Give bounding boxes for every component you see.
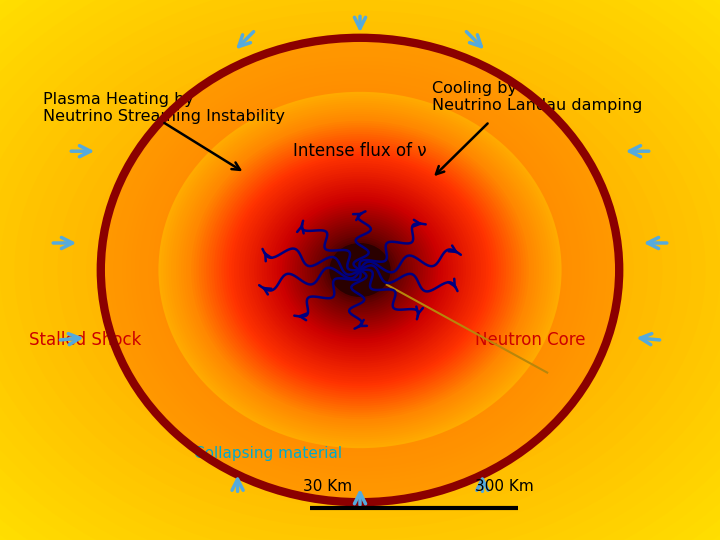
- Ellipse shape: [209, 136, 511, 404]
- Ellipse shape: [101, 76, 619, 464]
- Ellipse shape: [347, 259, 373, 281]
- Ellipse shape: [232, 157, 488, 383]
- Ellipse shape: [282, 200, 438, 340]
- Ellipse shape: [148, 80, 572, 460]
- Ellipse shape: [222, 147, 498, 393]
- Ellipse shape: [29, 22, 691, 518]
- Ellipse shape: [300, 216, 420, 324]
- Ellipse shape: [317, 238, 403, 302]
- Text: Collapsing material: Collapsing material: [194, 446, 343, 461]
- Ellipse shape: [308, 224, 412, 316]
- Ellipse shape: [248, 170, 472, 370]
- Ellipse shape: [317, 231, 403, 309]
- Ellipse shape: [278, 197, 442, 343]
- Ellipse shape: [329, 243, 391, 297]
- Ellipse shape: [86, 65, 634, 475]
- Ellipse shape: [288, 216, 432, 324]
- Ellipse shape: [179, 107, 541, 433]
- Ellipse shape: [216, 143, 504, 397]
- Ellipse shape: [127, 61, 593, 479]
- Ellipse shape: [187, 140, 533, 400]
- Text: 30 Km: 30 Km: [303, 479, 352, 494]
- Ellipse shape: [115, 86, 605, 454]
- Ellipse shape: [135, 69, 585, 471]
- Ellipse shape: [302, 227, 418, 313]
- Ellipse shape: [189, 118, 531, 422]
- Ellipse shape: [144, 108, 576, 432]
- Ellipse shape: [256, 177, 464, 363]
- Ellipse shape: [144, 77, 576, 463]
- Ellipse shape: [249, 172, 471, 368]
- Ellipse shape: [358, 268, 362, 272]
- Ellipse shape: [101, 38, 619, 502]
- Ellipse shape: [259, 181, 461, 359]
- Ellipse shape: [184, 114, 536, 426]
- Text: Intense flux of ν: Intense flux of ν: [293, 142, 427, 160]
- Ellipse shape: [235, 158, 485, 382]
- Ellipse shape: [176, 107, 544, 433]
- Ellipse shape: [168, 100, 552, 440]
- Text: 300 Km: 300 Km: [474, 479, 534, 494]
- Ellipse shape: [287, 204, 433, 336]
- Ellipse shape: [244, 167, 476, 373]
- Ellipse shape: [334, 247, 386, 293]
- Ellipse shape: [264, 185, 456, 355]
- Ellipse shape: [279, 199, 441, 341]
- Ellipse shape: [312, 228, 408, 312]
- Ellipse shape: [157, 88, 563, 452]
- Ellipse shape: [325, 239, 395, 301]
- Ellipse shape: [259, 194, 461, 346]
- Ellipse shape: [291, 208, 429, 332]
- Ellipse shape: [130, 97, 590, 443]
- Ellipse shape: [356, 266, 364, 274]
- Ellipse shape: [170, 100, 550, 440]
- Ellipse shape: [302, 219, 418, 321]
- Ellipse shape: [325, 239, 395, 301]
- Ellipse shape: [323, 237, 397, 303]
- Ellipse shape: [230, 154, 490, 386]
- Ellipse shape: [192, 119, 528, 421]
- Ellipse shape: [340, 252, 380, 288]
- Ellipse shape: [294, 212, 426, 328]
- Ellipse shape: [274, 193, 446, 347]
- Ellipse shape: [213, 138, 507, 402]
- Ellipse shape: [289, 207, 431, 332]
- Ellipse shape: [337, 250, 383, 290]
- Ellipse shape: [284, 203, 436, 337]
- Ellipse shape: [266, 187, 454, 353]
- Ellipse shape: [166, 98, 554, 442]
- Ellipse shape: [217, 142, 503, 397]
- Ellipse shape: [109, 45, 611, 495]
- Ellipse shape: [330, 243, 390, 297]
- Ellipse shape: [252, 173, 468, 367]
- Ellipse shape: [186, 116, 534, 424]
- Ellipse shape: [114, 50, 606, 490]
- Ellipse shape: [335, 248, 385, 292]
- Ellipse shape: [304, 220, 416, 320]
- Ellipse shape: [200, 127, 520, 413]
- Text: Cooling by
Neutrino Landau damping: Cooling by Neutrino Landau damping: [432, 81, 642, 113]
- Ellipse shape: [252, 174, 469, 366]
- Ellipse shape: [158, 119, 562, 421]
- Ellipse shape: [153, 84, 567, 456]
- Ellipse shape: [174, 105, 546, 435]
- Ellipse shape: [239, 161, 481, 379]
- Ellipse shape: [332, 246, 388, 294]
- Ellipse shape: [245, 184, 475, 356]
- Ellipse shape: [274, 205, 446, 335]
- Ellipse shape: [269, 190, 451, 350]
